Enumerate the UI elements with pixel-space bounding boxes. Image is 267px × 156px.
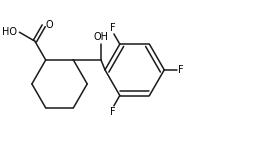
Text: HO: HO: [2, 27, 17, 37]
Text: F: F: [178, 65, 184, 75]
Text: O: O: [46, 20, 53, 30]
Text: OH: OH: [93, 32, 109, 42]
Text: F: F: [110, 23, 116, 33]
Text: F: F: [110, 107, 116, 117]
